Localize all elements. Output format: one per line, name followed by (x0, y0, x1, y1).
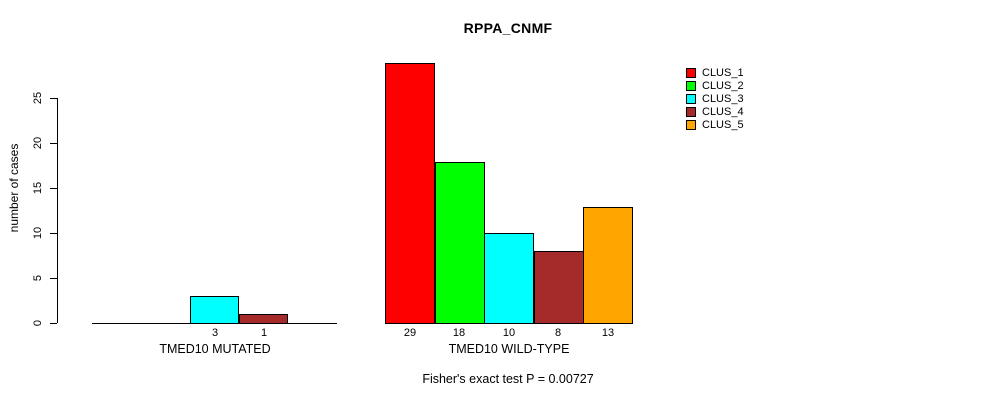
legend-label: CLUS_3 (702, 92, 744, 105)
chart-title: RPPA_CNMF (463, 20, 553, 36)
legend-label: CLUS_2 (702, 79, 744, 92)
y-axis-tick-label: 20 (32, 136, 44, 150)
fisher-test-footnote: Fisher's exact test P = 0.00727 (422, 372, 594, 386)
legend-label: CLUS_4 (702, 105, 744, 118)
legend-swatch-clus_2 (686, 80, 696, 91)
group-label: TMED10 MUTATED (159, 342, 271, 356)
legend-item: CLUS_5 (686, 118, 744, 131)
legend-label: CLUS_1 (702, 66, 744, 79)
y-axis-tick (50, 323, 57, 324)
legend-swatch-clus_1 (686, 67, 696, 78)
legend-swatch-clus_5 (686, 119, 696, 130)
bar-value-label: 13 (601, 327, 615, 339)
legend-item: CLUS_3 (686, 92, 744, 105)
y-axis-tick-label: 10 (32, 226, 44, 240)
group-label: TMED10 WILD-TYPE (448, 342, 570, 356)
bar-clus_1 (385, 63, 435, 324)
legend-swatch-clus_3 (686, 93, 696, 104)
bar-clus_4 (534, 251, 584, 324)
bar-clus_4 (239, 314, 288, 324)
y-axis-tick (50, 278, 57, 279)
legend-swatch-clus_4 (686, 106, 696, 117)
y-axis-tick-label: 5 (32, 274, 44, 282)
bar-value-label: 1 (260, 327, 268, 339)
y-axis-line (57, 98, 58, 323)
y-axis-tick-label: 25 (32, 91, 44, 105)
y-axis-tick-label: 0 (32, 319, 44, 327)
legend-item: CLUS_1 (686, 66, 744, 79)
legend-label: CLUS_5 (702, 118, 744, 131)
bar-value-label: 18 (452, 327, 466, 339)
bar-clus_5 (583, 207, 633, 324)
bar-clus_2 (435, 162, 485, 324)
bar-clus_3 (484, 233, 534, 324)
y-axis-tick (50, 188, 57, 189)
legend-item: CLUS_4 (686, 105, 744, 118)
bar-clus_3 (190, 296, 239, 324)
bar-value-label: 3 (211, 327, 219, 339)
bar-value-label: 10 (502, 327, 516, 339)
legend-item: CLUS_2 (686, 79, 744, 92)
y-axis-tick (50, 233, 57, 234)
bar-value-label: 29 (403, 327, 417, 339)
y-axis-tick (50, 143, 57, 144)
y-axis-tick-label: 15 (32, 181, 44, 195)
bar-value-label: 8 (554, 327, 562, 339)
y-axis-tick (50, 98, 57, 99)
legend: CLUS_1 CLUS_2 CLUS_3 CLUS_4 CLUS_5 (686, 66, 744, 131)
